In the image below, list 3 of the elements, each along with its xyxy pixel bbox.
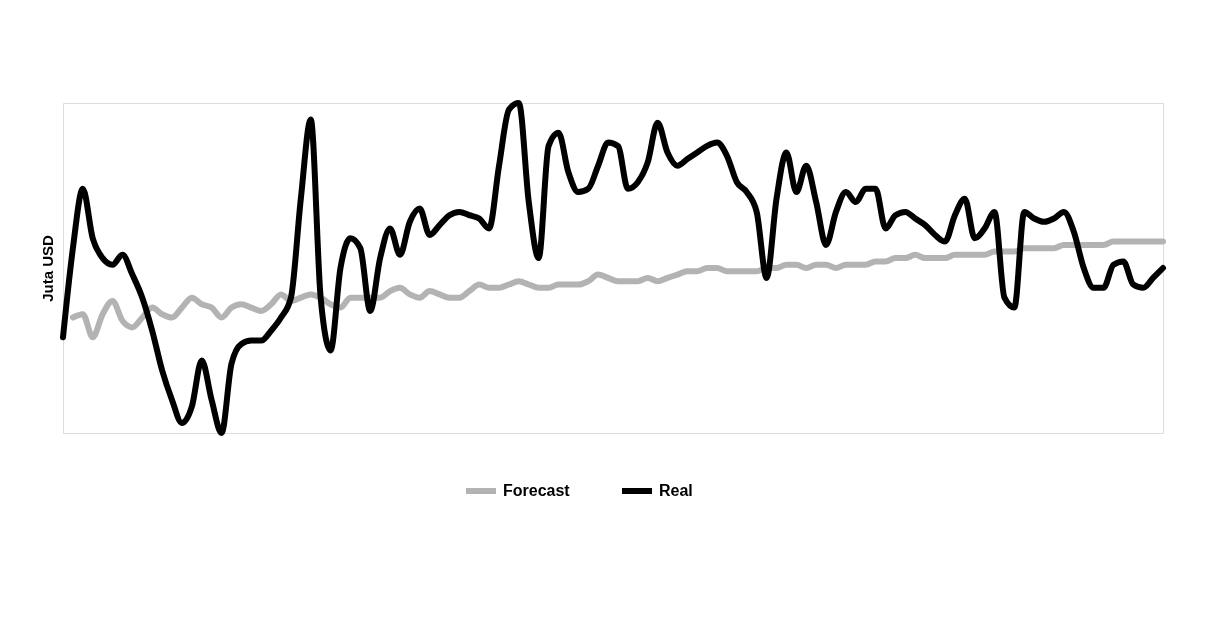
- legend-label: Real: [659, 482, 693, 499]
- y-axis-title: Juta USD: [38, 235, 56, 302]
- legend-label: Forecast: [503, 482, 571, 499]
